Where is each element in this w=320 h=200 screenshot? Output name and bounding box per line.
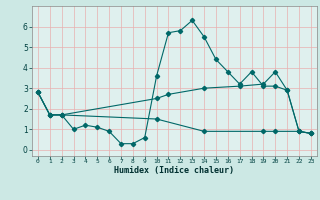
X-axis label: Humidex (Indice chaleur): Humidex (Indice chaleur) — [115, 166, 234, 175]
